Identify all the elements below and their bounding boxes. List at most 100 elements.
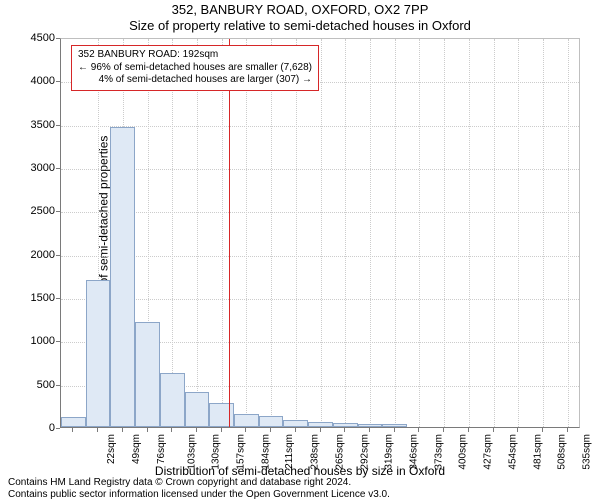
gridline-v xyxy=(444,39,445,427)
y-tick-label: 4000 xyxy=(5,75,55,87)
y-tick-mark xyxy=(56,298,60,299)
gridline-v xyxy=(543,39,544,427)
x-tick-mark xyxy=(122,428,123,432)
gridline-v xyxy=(469,39,470,427)
gridline-v xyxy=(296,39,297,427)
x-tick-mark xyxy=(320,428,321,432)
x-tick-label: 319sqm xyxy=(384,434,395,470)
x-tick-label: 103sqm xyxy=(186,434,197,470)
x-tick-label: 76sqm xyxy=(156,434,167,464)
marker-info-line2: ← 96% of semi-detached houses are smalle… xyxy=(78,62,312,75)
gridline-v xyxy=(197,39,198,427)
gridline-v xyxy=(345,39,346,427)
title-main: 352, BANBURY ROAD, OXFORD, OX2 7PP xyxy=(0,2,600,17)
x-tick-label: 535sqm xyxy=(582,434,593,470)
histogram-bar xyxy=(61,417,86,427)
x-tick-mark xyxy=(443,428,444,432)
gridline-v xyxy=(222,39,223,427)
x-tick-label: 481sqm xyxy=(532,434,543,470)
x-tick-label: 22sqm xyxy=(106,434,117,464)
x-tick-mark xyxy=(171,428,172,432)
x-tick-mark xyxy=(394,428,395,432)
marker-info-line3: 4% of semi-detached houses are larger (3… xyxy=(78,74,312,87)
x-tick-mark xyxy=(221,428,222,432)
footnote-line-1: Contains HM Land Registry data © Crown c… xyxy=(8,477,592,489)
x-tick-mark xyxy=(245,428,246,432)
x-tick-mark xyxy=(196,428,197,432)
y-tick-mark xyxy=(56,211,60,212)
y-tick-mark xyxy=(56,255,60,256)
histogram-bar xyxy=(283,420,308,427)
y-tick-mark xyxy=(56,385,60,386)
y-tick-mark xyxy=(56,81,60,82)
y-tick-label: 4500 xyxy=(5,32,55,44)
histogram-bar xyxy=(209,403,234,427)
x-tick-label: 238sqm xyxy=(310,434,321,470)
gridline-v xyxy=(271,39,272,427)
chart-container: 352, BANBURY ROAD, OXFORD, OX2 7PP Size … xyxy=(0,0,600,500)
histogram-bar xyxy=(160,373,185,427)
x-tick-label: 400sqm xyxy=(458,434,469,470)
histogram-bar xyxy=(185,392,210,427)
marker-info-box: 352 BANBURY ROAD: 192sqm← 96% of semi-de… xyxy=(71,45,319,91)
y-tick-mark xyxy=(56,341,60,342)
y-tick-label: 3500 xyxy=(5,119,55,131)
x-tick-label: 346sqm xyxy=(409,434,420,470)
x-tick-mark xyxy=(493,428,494,432)
x-tick-label: 211sqm xyxy=(284,434,295,469)
gridline-v xyxy=(568,39,569,427)
x-tick-label: 130sqm xyxy=(211,434,222,470)
y-tick-mark xyxy=(56,168,60,169)
x-tick-mark xyxy=(468,428,469,432)
x-tick-label: 373sqm xyxy=(433,434,444,470)
histogram-bar xyxy=(333,423,358,427)
gridline-v xyxy=(419,39,420,427)
gridline-v xyxy=(370,39,371,427)
x-tick-mark xyxy=(344,428,345,432)
x-tick-mark xyxy=(270,428,271,432)
y-tick-label: 2500 xyxy=(5,205,55,217)
x-tick-mark xyxy=(295,428,296,432)
title-sub: Size of property relative to semi-detach… xyxy=(0,18,600,33)
x-tick-label: 265sqm xyxy=(334,434,345,470)
y-tick-label: 1500 xyxy=(5,292,55,304)
footnote: Contains HM Land Registry data © Crown c… xyxy=(8,477,592,500)
histogram-bar xyxy=(382,424,407,427)
gridline-v xyxy=(518,39,519,427)
x-tick-mark xyxy=(147,428,148,432)
x-tick-mark xyxy=(72,428,73,432)
histogram-bar xyxy=(234,414,259,427)
histogram-bar xyxy=(259,416,284,427)
marker-line xyxy=(229,39,230,427)
x-tick-mark xyxy=(517,428,518,432)
x-tick-mark xyxy=(369,428,370,432)
y-tick-label: 2000 xyxy=(5,249,55,261)
histogram-bar xyxy=(110,127,135,427)
y-tick-label: 3000 xyxy=(5,162,55,174)
gridline-v xyxy=(321,39,322,427)
x-tick-label: 49sqm xyxy=(131,434,142,464)
x-tick-label: 292sqm xyxy=(359,434,370,470)
gridline-v xyxy=(395,39,396,427)
histogram-bar xyxy=(135,322,160,427)
histogram-bar xyxy=(86,280,111,427)
y-tick-mark xyxy=(56,428,60,429)
histogram-bar xyxy=(308,422,333,427)
y-tick-mark xyxy=(56,38,60,39)
y-tick-label: 500 xyxy=(5,379,55,391)
footnote-line-2: Contains public sector information licen… xyxy=(8,489,592,500)
gridline-v xyxy=(494,39,495,427)
y-tick-label: 0 xyxy=(5,422,55,434)
gridline-v xyxy=(246,39,247,427)
x-tick-label: 184sqm xyxy=(260,434,271,470)
histogram-bar xyxy=(358,424,383,427)
x-tick-mark xyxy=(542,428,543,432)
marker-info-line1: 352 BANBURY ROAD: 192sqm xyxy=(78,49,312,62)
plot-area: 352 BANBURY ROAD: 192sqm← 96% of semi-de… xyxy=(60,38,580,428)
x-tick-label: 454sqm xyxy=(507,434,518,470)
y-tick-label: 1000 xyxy=(5,335,55,347)
gridline-v xyxy=(172,39,173,427)
x-tick-label: 157sqm xyxy=(236,434,247,470)
x-tick-mark xyxy=(418,428,419,432)
x-tick-mark xyxy=(97,428,98,432)
